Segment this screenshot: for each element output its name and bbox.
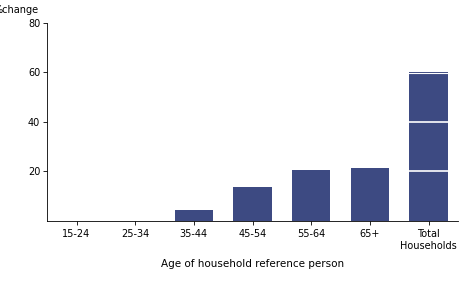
X-axis label: Age of household reference person: Age of household reference person <box>161 259 344 269</box>
Bar <box>175 210 213 221</box>
Bar <box>234 187 271 221</box>
Bar <box>292 170 330 221</box>
Bar <box>351 168 389 221</box>
Bar <box>409 72 447 221</box>
Text: %change: %change <box>0 5 39 15</box>
